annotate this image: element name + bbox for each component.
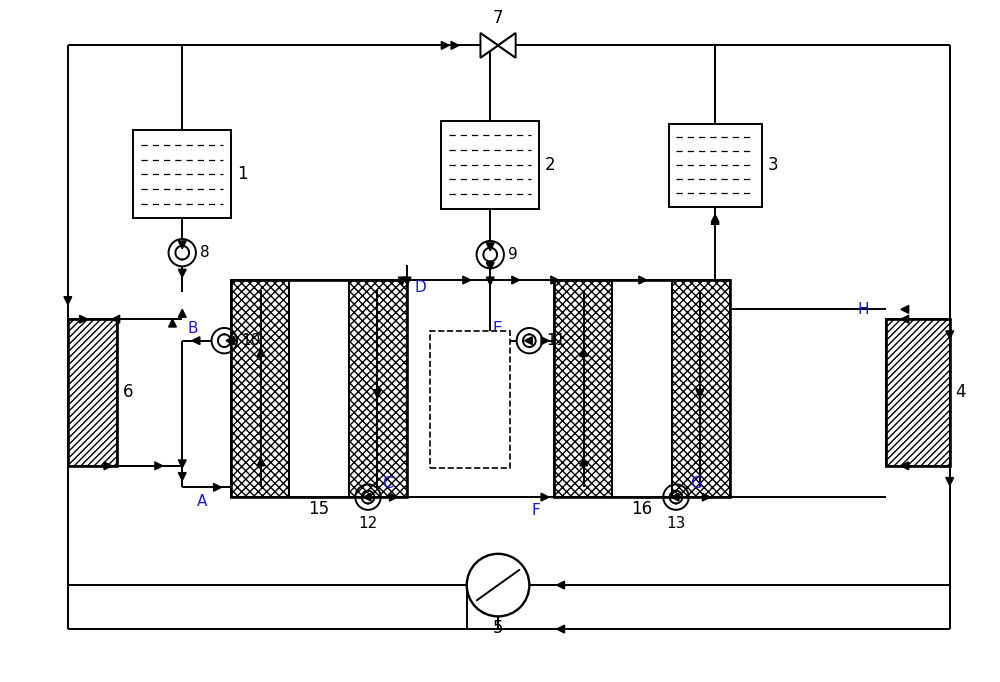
Text: H: H xyxy=(857,302,869,317)
Polygon shape xyxy=(169,319,176,327)
Text: 2: 2 xyxy=(545,155,556,174)
Polygon shape xyxy=(398,277,406,285)
Polygon shape xyxy=(178,241,186,249)
Polygon shape xyxy=(711,215,719,222)
Text: 5: 5 xyxy=(493,619,503,637)
Polygon shape xyxy=(671,493,679,501)
Text: F: F xyxy=(531,503,540,518)
Bar xyxy=(554,280,730,497)
Polygon shape xyxy=(901,306,909,313)
Polygon shape xyxy=(155,462,163,470)
Polygon shape xyxy=(451,42,459,49)
Text: 12: 12 xyxy=(358,516,378,531)
Polygon shape xyxy=(178,460,186,468)
Polygon shape xyxy=(486,243,494,251)
Bar xyxy=(68,319,117,466)
Polygon shape xyxy=(580,458,588,466)
Bar xyxy=(133,130,231,218)
Polygon shape xyxy=(192,337,200,344)
Bar xyxy=(231,280,407,497)
Polygon shape xyxy=(463,276,471,284)
Text: 7: 7 xyxy=(493,9,503,27)
Bar xyxy=(672,280,730,497)
Text: 6: 6 xyxy=(123,383,133,402)
Polygon shape xyxy=(64,297,72,304)
Polygon shape xyxy=(178,473,186,481)
Bar xyxy=(886,319,950,466)
Bar xyxy=(612,280,672,497)
Polygon shape xyxy=(541,493,549,501)
Text: 1: 1 xyxy=(237,166,248,183)
Polygon shape xyxy=(226,337,234,344)
Polygon shape xyxy=(403,277,411,285)
Polygon shape xyxy=(178,269,186,277)
Bar xyxy=(68,319,117,466)
Text: A: A xyxy=(197,494,207,509)
Text: 3: 3 xyxy=(767,156,778,174)
Polygon shape xyxy=(524,337,532,344)
Bar xyxy=(554,280,612,497)
Text: 14: 14 xyxy=(460,392,479,407)
Polygon shape xyxy=(946,477,954,486)
Polygon shape xyxy=(551,276,559,284)
Polygon shape xyxy=(557,581,565,589)
Polygon shape xyxy=(711,216,719,224)
Polygon shape xyxy=(373,389,381,398)
Polygon shape xyxy=(946,331,954,339)
Polygon shape xyxy=(390,493,397,501)
Text: C: C xyxy=(382,476,392,491)
Polygon shape xyxy=(901,315,909,323)
Text: 16: 16 xyxy=(631,500,652,518)
Bar xyxy=(669,123,762,207)
Bar xyxy=(349,280,407,497)
Bar xyxy=(231,280,289,497)
Polygon shape xyxy=(214,484,221,491)
Polygon shape xyxy=(363,493,371,501)
Text: 13: 13 xyxy=(666,516,686,531)
Bar xyxy=(886,319,950,466)
Polygon shape xyxy=(80,315,87,323)
Text: G: G xyxy=(690,476,702,491)
Polygon shape xyxy=(104,462,112,470)
Polygon shape xyxy=(498,33,516,58)
Polygon shape xyxy=(557,625,565,633)
Text: E: E xyxy=(492,321,502,336)
Polygon shape xyxy=(112,315,120,323)
Polygon shape xyxy=(639,276,647,284)
Polygon shape xyxy=(441,42,449,49)
Polygon shape xyxy=(486,277,494,285)
Text: 4: 4 xyxy=(956,383,966,402)
Polygon shape xyxy=(696,389,704,398)
Text: 10: 10 xyxy=(241,333,260,349)
Polygon shape xyxy=(486,263,494,270)
Polygon shape xyxy=(901,462,909,470)
Text: 15: 15 xyxy=(309,500,330,518)
Polygon shape xyxy=(541,337,549,344)
Polygon shape xyxy=(257,458,265,466)
Polygon shape xyxy=(257,349,265,356)
Text: 9: 9 xyxy=(508,247,518,262)
Bar xyxy=(430,331,510,468)
Text: D: D xyxy=(415,280,427,295)
Text: B: B xyxy=(187,321,198,336)
Polygon shape xyxy=(580,349,588,356)
Polygon shape xyxy=(512,276,520,284)
Bar xyxy=(441,121,539,209)
Polygon shape xyxy=(226,337,234,344)
Polygon shape xyxy=(480,33,498,58)
Polygon shape xyxy=(178,310,186,317)
Polygon shape xyxy=(702,493,710,501)
Bar xyxy=(289,280,349,497)
Text: 8: 8 xyxy=(200,245,209,260)
Text: 11: 11 xyxy=(546,333,565,349)
